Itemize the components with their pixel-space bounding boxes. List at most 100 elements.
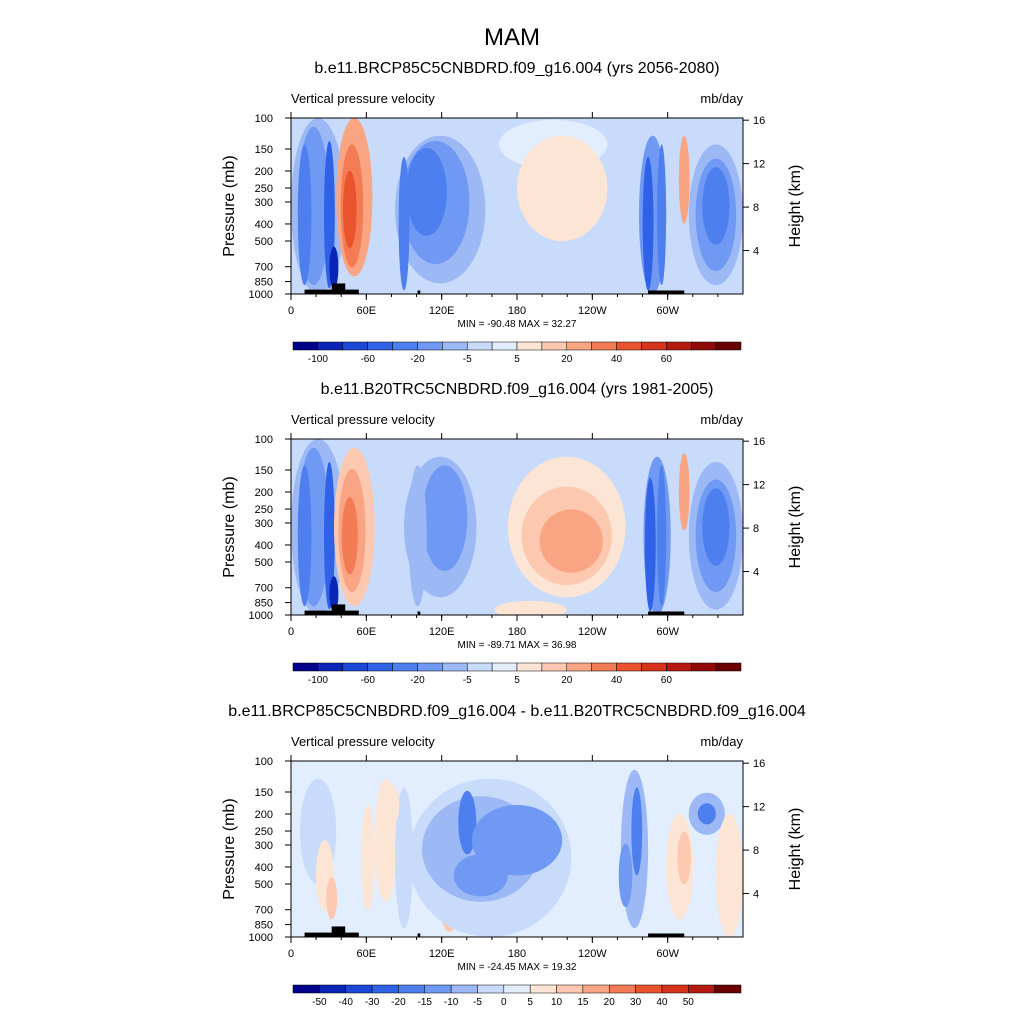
x-tick-label: 120W <box>578 948 607 960</box>
field-contour <box>644 477 656 612</box>
chart-panel-2: b.e11.B20TRC5CNBDRD.f09_g16.004 (yrs 198… <box>221 381 804 686</box>
colorbar-label: -10 <box>444 997 459 1008</box>
y-right-tick-label: 8 <box>753 523 759 535</box>
y-axis-label: Pressure (mb) <box>221 798 238 899</box>
colorbar-box <box>292 341 319 351</box>
y-tick-label: 700 <box>255 262 273 274</box>
terrain <box>331 604 346 615</box>
colorbar-box <box>616 341 642 351</box>
colorbar-label: -20 <box>391 997 406 1008</box>
chart-panel-1: b.e11.BRCP85C5CNBDRD.f09_g16.004 (yrs 20… <box>221 60 804 365</box>
field-contour <box>539 162 603 233</box>
x-tick-label: 60W <box>656 626 679 638</box>
colorbar-label: -5 <box>463 354 472 365</box>
field-contour <box>408 465 427 607</box>
colorbar-label: -40 <box>338 997 353 1008</box>
variable-label: Vertical pressure velocity <box>291 412 435 427</box>
x-tick-label: 120W <box>578 626 607 638</box>
variable-label: Vertical pressure velocity <box>291 734 435 749</box>
field-contour <box>398 156 410 291</box>
y-tick-label: 1000 <box>249 932 273 944</box>
y-tick-label: 300 <box>255 518 273 530</box>
colorbar-box <box>666 341 692 351</box>
field-contour <box>326 877 338 920</box>
colorbar-box <box>392 341 418 351</box>
x-tick-label: 60W <box>656 305 679 317</box>
colorbar-label: 40 <box>656 997 668 1008</box>
y-right-tick-label: 8 <box>753 845 759 857</box>
y-axis-label: Pressure (mb) <box>221 476 238 577</box>
field-contour <box>458 790 477 855</box>
colorbar-box <box>398 984 426 994</box>
field-contour <box>618 843 633 908</box>
field-contour <box>539 509 603 573</box>
y-tick-label: 300 <box>255 840 273 852</box>
field-contour <box>657 144 667 286</box>
field-contour <box>697 803 716 825</box>
field-contour <box>343 170 357 249</box>
contour-field <box>291 761 743 937</box>
colorbar-box <box>367 341 393 351</box>
colorbar-box <box>591 662 617 672</box>
panel-title: b.e11.B20TRC5CNBDRD.f09_g16.004 (yrs 198… <box>321 381 714 398</box>
colorbar-box <box>690 341 717 351</box>
colorbar-label: -20 <box>410 354 425 365</box>
variable-label: Vertical pressure velocity <box>291 91 435 106</box>
y-tick-label: 1000 <box>249 610 273 622</box>
x-tick-label: 0 <box>288 305 294 317</box>
min-max-label: MIN = -89.71 MAX = 36.98 <box>458 640 577 651</box>
field-contour <box>702 488 730 566</box>
y-tick-label: 150 <box>255 144 273 156</box>
y-tick-label: 150 <box>255 787 273 799</box>
field-contour <box>381 783 400 827</box>
y-tick-label: 100 <box>255 756 273 768</box>
colorbar-box <box>641 662 667 672</box>
field-contour <box>341 497 358 575</box>
units-label: mb/day <box>700 734 743 749</box>
y-right-tick-label: 16 <box>753 436 765 448</box>
colorbar-box <box>417 341 443 351</box>
y-tick-label: 400 <box>255 862 273 874</box>
contour-field <box>291 118 743 294</box>
colorbar-box <box>450 984 478 994</box>
y-tick-label: 250 <box>255 826 273 838</box>
y-tick-label: 100 <box>255 113 273 125</box>
y-tick-label: 400 <box>255 219 273 231</box>
colorbar-label: 60 <box>661 354 673 365</box>
y-tick-label: 100 <box>255 434 273 446</box>
colorbar-box <box>715 662 742 672</box>
x-tick-label: 0 <box>288 948 294 960</box>
x-tick-label: 60W <box>656 948 679 960</box>
terrain <box>331 926 346 937</box>
y-tick-label: 200 <box>255 809 273 821</box>
terrain <box>331 283 346 294</box>
y-tick-label: 500 <box>255 557 273 569</box>
colorbar-label: 40 <box>611 675 623 686</box>
colorbar-label: -30 <box>365 997 380 1008</box>
colorbar-box <box>690 662 717 672</box>
field-contour <box>297 465 312 607</box>
colorbar-box <box>582 984 610 994</box>
field-contour <box>702 167 730 245</box>
field-contour <box>494 600 567 615</box>
colorbar-box <box>566 341 592 351</box>
y-right-tick-label: 8 <box>753 202 759 214</box>
colorbar-label: 30 <box>630 997 642 1008</box>
terrain <box>648 611 685 615</box>
colorbar-box <box>641 341 667 351</box>
colorbar-label: 5 <box>527 997 533 1008</box>
colorbar-label: -50 <box>312 997 327 1008</box>
contour-field <box>291 439 743 615</box>
colorbar-box <box>591 341 617 351</box>
colorbar-box <box>342 662 368 672</box>
y-axis-label: Pressure (mb) <box>221 155 238 256</box>
y-right-tick-label: 12 <box>753 480 765 492</box>
colorbar-box <box>635 984 663 994</box>
field-contour <box>324 461 335 610</box>
units-label: mb/day <box>700 91 743 106</box>
x-tick-label: 120E <box>429 626 455 638</box>
figure-title: MAM <box>484 24 540 51</box>
field-contour <box>361 805 375 911</box>
y-right-tick-label: 12 <box>753 159 765 171</box>
